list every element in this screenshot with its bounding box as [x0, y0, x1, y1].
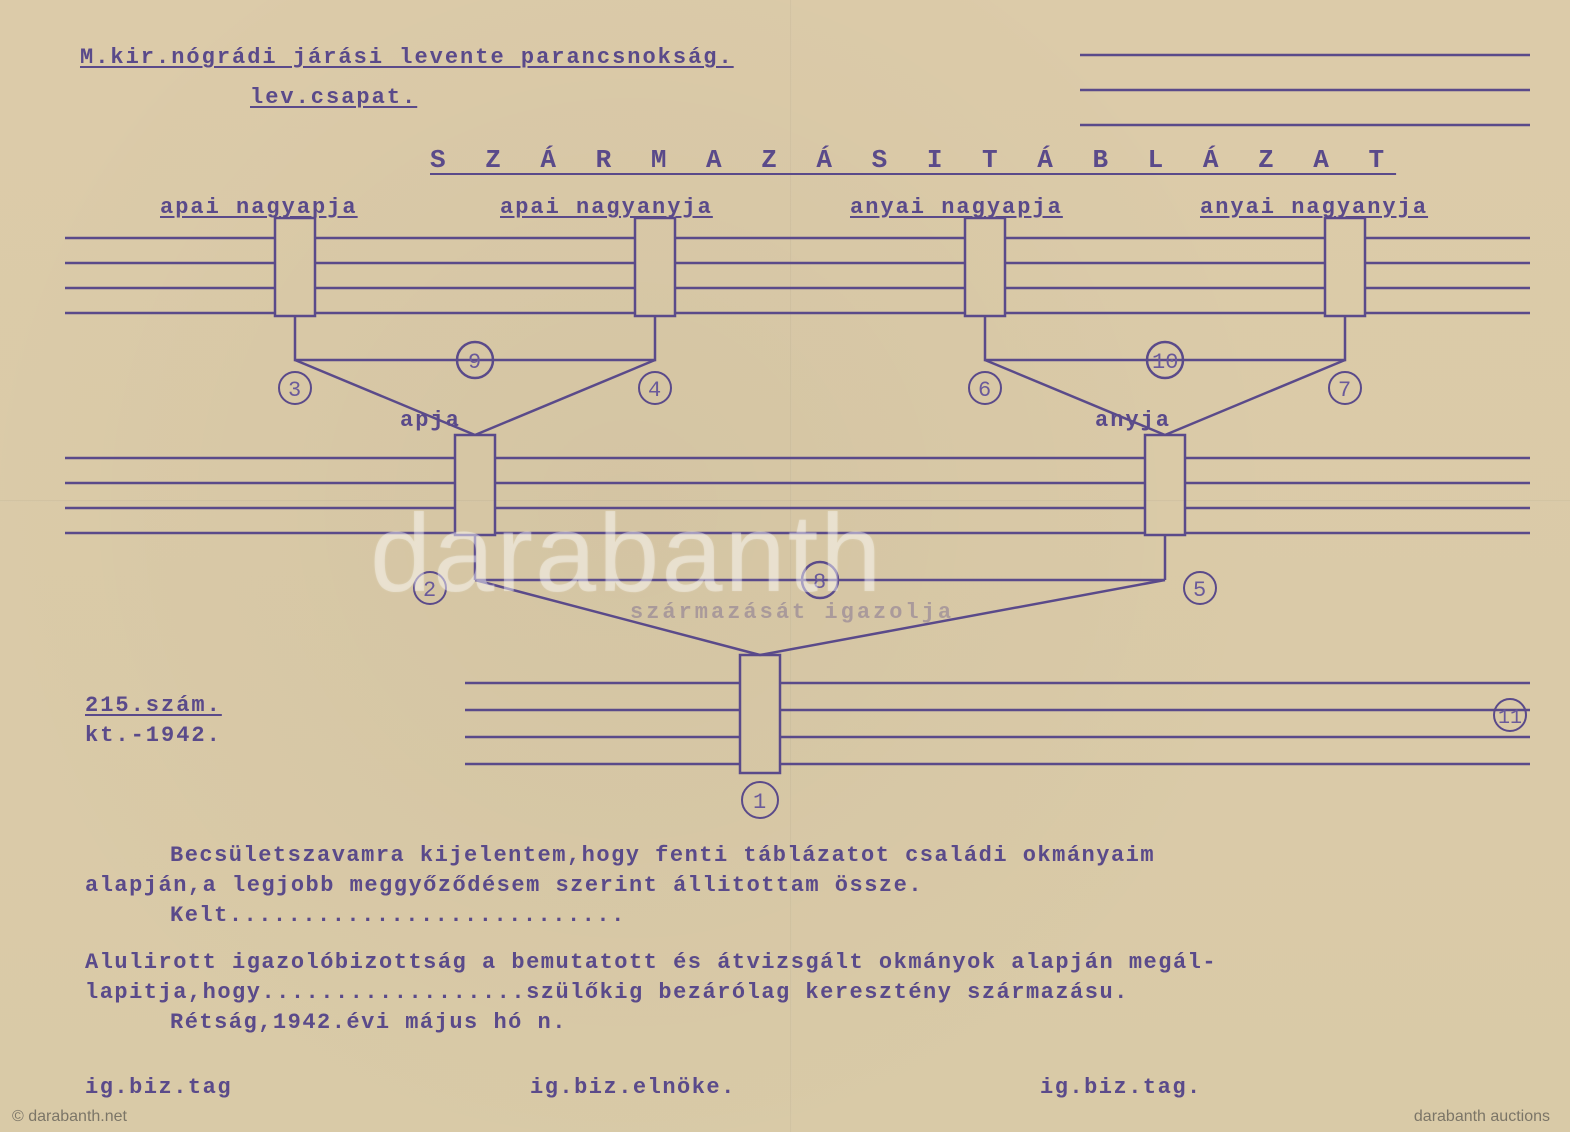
svg-text:6: 6 — [978, 378, 991, 403]
svg-text:3: 3 — [288, 378, 301, 403]
watermark-footer-left: © darabanth.net — [12, 1108, 127, 1126]
ancestry-diagram: 9 10 3 4 6 7 — [0, 0, 1570, 1132]
watermark-footer-right: darabanth auctions — [1414, 1108, 1550, 1126]
svg-text:2: 2 — [423, 578, 436, 603]
svg-text:9: 9 — [468, 350, 481, 375]
svg-text:4: 4 — [648, 378, 661, 403]
svg-text:7: 7 — [1338, 378, 1351, 403]
svg-text:1: 1 — [753, 790, 766, 815]
svg-text:5: 5 — [1193, 578, 1206, 603]
svg-text:8: 8 — [813, 570, 826, 595]
svg-text:11: 11 — [1498, 707, 1522, 730]
svg-text:10: 10 — [1152, 350, 1178, 375]
